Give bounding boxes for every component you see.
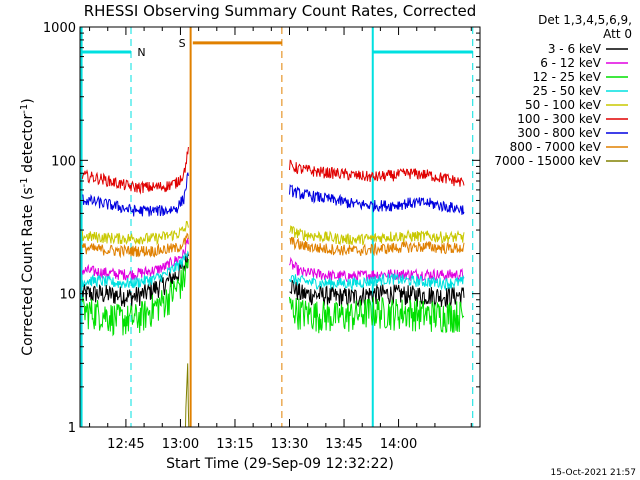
series-line-5-pre	[81, 146, 189, 195]
x-tick-label-0: 12:45	[107, 437, 144, 452]
y-axis-label-sup1: -1	[19, 177, 30, 187]
y-tick-label-0: 1	[68, 421, 76, 436]
annotation-s: S	[179, 37, 186, 50]
x-tick-label-3: 13:30	[271, 437, 308, 452]
series-line-4-post	[289, 225, 465, 246]
annotations: NS	[137, 37, 185, 59]
y-axis-ticks: 1 10 100 1000	[43, 21, 480, 436]
series-line-2-post	[289, 296, 465, 334]
timestamp: 15-Oct-2021 21:57	[551, 468, 636, 478]
status-lines	[80, 27, 474, 427]
x-tick-label-1: 13:00	[162, 437, 199, 452]
legend-label-0: 3 - 6 keV	[548, 42, 602, 56]
y-tick-label-2: 100	[51, 154, 76, 169]
y-axis-label-mid: detector	[20, 114, 36, 178]
y-axis-label-main: Corrected Count Rate (s	[20, 187, 36, 355]
series-line-0-pre	[81, 252, 189, 308]
y-tick-label-3: 1000	[43, 21, 76, 36]
x-tick-label-2: 13:15	[216, 437, 253, 452]
legend-label-6: 300 - 800 keV	[517, 126, 601, 140]
legend-header-line-1: Det 1,3,4,5,6,9,	[538, 13, 632, 27]
legend-label-2: 12 - 25 keV	[533, 70, 602, 84]
y-axis-label: Corrected Count Rate (s-1 detector-1)	[19, 98, 36, 355]
x-axis-label: Start Time (29-Sep-09 12:32:22)	[166, 456, 394, 472]
legend-label-7: 800 - 7000 keV	[510, 140, 602, 154]
series-line-1-pre	[81, 237, 189, 281]
x-axis-ticks: 12:45 13:00 13:15 13:30 13:45 14:00	[89, 27, 472, 452]
y-axis-label-end: )	[20, 98, 36, 103]
legend-label-3: 25 - 50 keV	[533, 84, 602, 98]
x-tick-label-4: 13:45	[325, 437, 362, 452]
chart-title: RHESSI Observing Summary Count Rates, Co…	[84, 2, 477, 20]
series-line-6-pre	[82, 172, 189, 217]
y-axis-label-sup2: -1	[19, 104, 30, 114]
y-tick-label-1: 10	[59, 288, 76, 303]
series-line-3-pre	[81, 250, 189, 289]
series-line-1-post	[289, 256, 465, 282]
series-line-3-post	[289, 272, 465, 292]
series-line-8-pre	[185, 363, 190, 428]
legend-label-5: 100 - 300 keV	[517, 112, 601, 126]
x-tick-label-5: 14:00	[380, 437, 417, 452]
plot-frame	[79, 26, 481, 428]
status-bars	[81, 41, 473, 54]
legend-label-8: 7000 - 15000 keV	[494, 154, 601, 168]
series-line-7-post	[289, 236, 465, 257]
legend-label-1: 6 - 12 keV	[540, 56, 602, 70]
annotation-n: N	[137, 46, 145, 59]
series-line-7-pre	[81, 232, 189, 259]
series-lines	[81, 146, 465, 428]
series-line-6-post	[289, 184, 465, 215]
series-line-4-pre	[81, 220, 189, 246]
series-line-2-pre	[81, 258, 189, 337]
legend-header-line-2: Att 0	[603, 27, 632, 41]
series-line-5-post	[289, 159, 465, 187]
legend-label-4: 50 - 100 keV	[525, 98, 602, 112]
